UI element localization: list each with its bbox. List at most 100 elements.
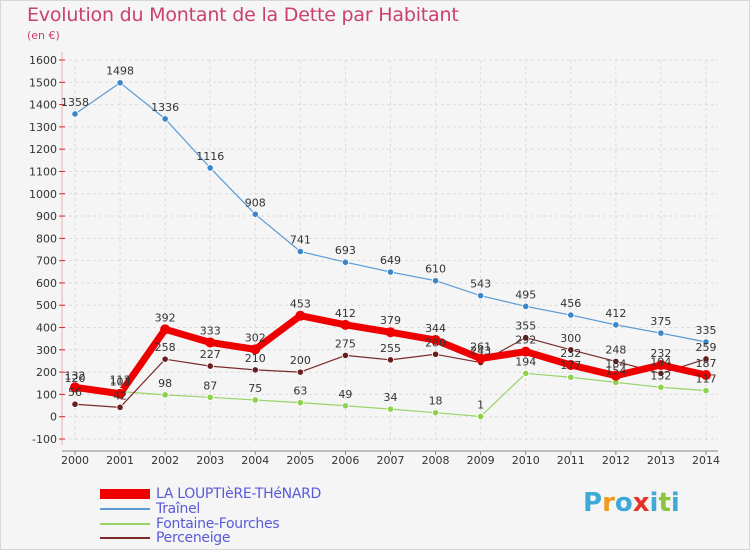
data-label-perceneige: 56 — [68, 386, 82, 399]
legend-item-fontaine-fourches[interactable]: Fontaine-Fourches — [100, 516, 280, 532]
data-point-fontaine-fourches — [522, 369, 530, 378]
data-label-tra-nel: 649 — [380, 254, 401, 267]
data-label-la-loupti-re-th-nard: 232 — [650, 347, 671, 360]
data-label-la-loupti-re-th-nard: 302 — [245, 331, 266, 344]
data-label-fontaine-fourches: 34 — [384, 391, 398, 404]
y-tick-label: 700 — [36, 255, 57, 268]
x-tick-label: 2001 — [106, 454, 134, 467]
data-point-la-loupti-re-th-nard — [430, 335, 441, 346]
data-label-tra-nel: 1336 — [151, 101, 179, 114]
legend-item-trainel[interactable]: Traînel — [100, 501, 200, 517]
data-point-perceneige — [341, 351, 350, 359]
data-point-tra-nel — [251, 210, 259, 218]
data-label-la-loupti-re-th-nard: 103 — [110, 376, 131, 389]
x-tick-label: 2007 — [377, 454, 405, 467]
x-tick-label: 2006 — [331, 454, 359, 467]
data-label-fontaine-fourches: 113 — [110, 374, 131, 387]
data-label-fontaine-fourches: 1 — [477, 398, 484, 411]
data-label-tra-nel: 610 — [425, 263, 446, 276]
data-point-fontaine-fourches — [567, 373, 575, 381]
data-point-fontaine-fourches — [251, 396, 259, 404]
x-tick-label: 2012 — [602, 454, 630, 467]
y-tick-label: 1400 — [29, 99, 57, 112]
y-tick-label: 400 — [36, 322, 57, 335]
data-label-la-loupti-re-th-nard: 261 — [470, 341, 491, 354]
data-label-la-loupti-re-th-nard: 333 — [200, 324, 221, 337]
data-label-perceneige: 42 — [113, 389, 127, 402]
data-point-fontaine-fourches — [431, 409, 440, 417]
data-point-la-loupti-re-th-nard — [655, 359, 666, 370]
data-label-fontaine-fourches: 98 — [158, 377, 172, 390]
legend-swatch — [100, 523, 150, 525]
legend-label: Perceneige — [156, 530, 231, 546]
data-point-fontaine-fourches — [296, 399, 304, 407]
data-label-la-loupti-re-th-nard: 379 — [380, 314, 401, 327]
data-point-la-loupti-re-th-nard — [565, 359, 576, 370]
x-tick-label: 2009 — [467, 454, 495, 467]
data-point-tra-nel — [341, 258, 350, 266]
legend-item-perceneige[interactable]: Perceneige — [100, 530, 231, 546]
x-tick-label: 2005 — [286, 454, 314, 467]
y-tick-label: 0 — [50, 411, 57, 424]
data-label-fontaine-fourches: 75 — [248, 382, 262, 395]
data-point-la-loupti-re-th-nard — [250, 344, 261, 355]
data-point-la-loupti-re-th-nard — [385, 327, 396, 338]
data-label-la-loupti-re-th-nard: 292 — [515, 334, 536, 347]
data-point-la-loupti-re-th-nard — [115, 388, 126, 399]
data-label-tra-nel: 412 — [605, 307, 626, 320]
data-label-tra-nel: 1358 — [61, 96, 89, 109]
y-tick-label: 1300 — [29, 121, 57, 134]
data-label-perceneige: 200 — [290, 354, 311, 367]
data-point-la-loupti-re-th-nard — [475, 353, 486, 364]
x-tick-label: 2002 — [151, 454, 179, 467]
x-tick-label: 2010 — [512, 454, 540, 467]
data-point-perceneige — [702, 355, 710, 363]
data-point-la-loupti-re-th-nard — [70, 382, 80, 393]
data-point-perceneige — [116, 403, 124, 411]
data-label-tra-nel: 495 — [515, 288, 536, 301]
data-label-fontaine-fourches: 154 — [605, 364, 626, 377]
legend-swatch — [100, 489, 150, 499]
data-label-perceneige: 248 — [605, 343, 626, 356]
y-tick-label: 600 — [36, 277, 57, 290]
data-point-tra-nel — [522, 302, 530, 310]
data-point-la-loupti-re-th-nard — [610, 370, 621, 381]
data-point-la-loupti-re-th-nard — [160, 324, 171, 335]
data-point-perceneige — [567, 346, 575, 354]
unit-label: (en €) — [27, 29, 60, 42]
x-tick-label: 2000 — [61, 454, 89, 467]
data-label-fontaine-fourches: 63 — [293, 385, 307, 398]
data-point-fontaine-fourches — [206, 393, 214, 401]
data-point-perceneige — [251, 366, 259, 374]
data-point-fontaine-fourches — [386, 405, 395, 413]
data-point-tra-nel — [702, 338, 710, 346]
logo-letter: o — [614, 488, 633, 518]
data-point-tra-nel — [657, 329, 665, 337]
data-point-la-loupti-re-th-nard — [520, 346, 531, 357]
data-point-la-loupti-re-th-nard — [205, 337, 216, 348]
data-point-perceneige — [71, 400, 79, 408]
legend-item-la-louptiere-thenard[interactable]: LA LOUPTIèRE-THéNARD — [100, 486, 321, 502]
data-label-perceneige: 210 — [245, 352, 266, 365]
y-tick-label: 1500 — [29, 76, 57, 89]
data-point-perceneige — [612, 357, 620, 366]
data-point-perceneige — [522, 333, 530, 342]
data-point-la-loupti-re-th-nard — [701, 370, 711, 381]
data-label-la-loupti-re-th-nard: 453 — [290, 298, 311, 311]
data-label-perceneige: 355 — [515, 320, 536, 333]
data-point-tra-nel — [477, 292, 485, 300]
data-label-fontaine-fourches: 120 — [65, 372, 86, 385]
data-point-fontaine-fourches — [702, 387, 710, 395]
data-label-perceneige: 300 — [560, 332, 581, 345]
y-tick-label: 100 — [36, 388, 57, 401]
data-point-perceneige — [657, 369, 665, 378]
data-label-la-loupti-re-th-nard: 184 — [605, 358, 626, 371]
data-label-la-loupti-re-th-nard: 412 — [335, 307, 356, 320]
data-label-tra-nel: 456 — [560, 297, 581, 310]
data-point-tra-nel — [386, 268, 395, 276]
data-point-tra-nel — [71, 110, 79, 118]
data-label-perceneige: 227 — [200, 348, 221, 361]
data-label-tra-nel: 335 — [696, 324, 717, 337]
data-label-la-loupti-re-th-nard: 232 — [560, 347, 581, 360]
